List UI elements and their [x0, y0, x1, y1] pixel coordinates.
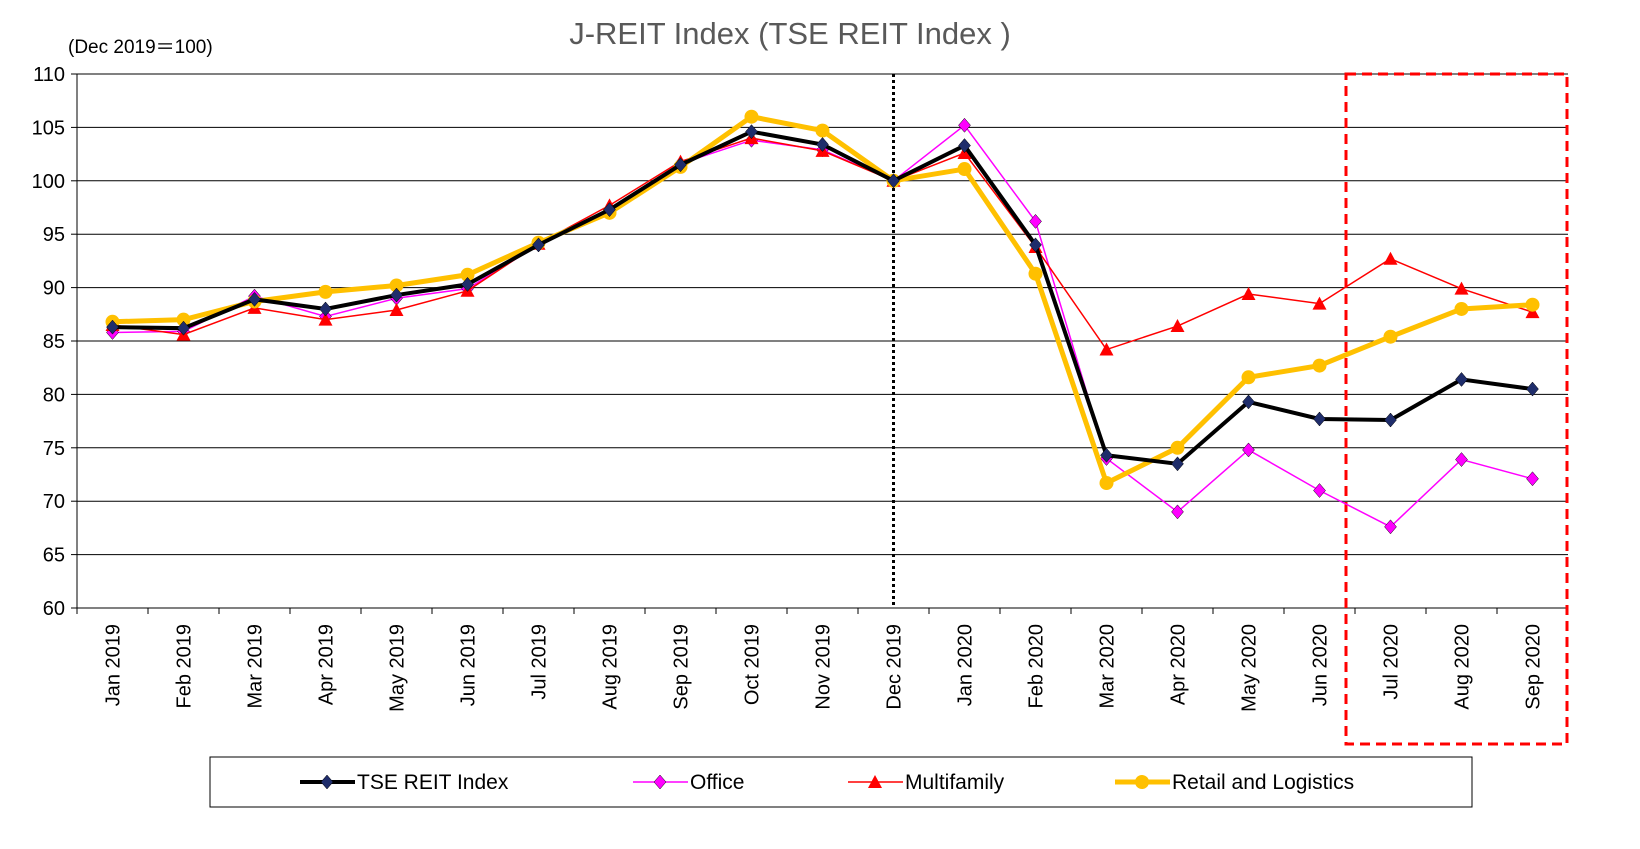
data-point [1312, 358, 1327, 373]
data-point [1029, 213, 1042, 229]
y-tick-label: 85 [43, 331, 65, 353]
data-point [318, 312, 333, 326]
x-tick-label: Aug 2020 [1452, 624, 1474, 710]
y-tick-label: 95 [43, 224, 65, 246]
data-point [1099, 342, 1114, 356]
data-point [1241, 370, 1256, 385]
data-point [1241, 287, 1256, 301]
data-point [1171, 504, 1184, 520]
series-line [112, 124, 1533, 528]
data-point [319, 301, 332, 317]
legend-marker [868, 775, 882, 788]
data-point [1384, 519, 1397, 535]
x-tick-label: Jan 2019 [103, 624, 125, 706]
data-point [1171, 456, 1184, 472]
y-tick-label: 70 [43, 491, 65, 513]
data-point [603, 202, 616, 218]
x-tick-label: Dec 2019 [884, 624, 906, 710]
data-point [389, 278, 404, 293]
data-point [1170, 319, 1185, 333]
x-tick-label: Mar 2020 [1097, 624, 1119, 709]
data-point [1526, 471, 1539, 487]
data-point [1455, 452, 1468, 467]
data-point [1455, 372, 1468, 387]
x-tick-label: Jun 2020 [1310, 624, 1332, 706]
y-tick-label: 80 [43, 384, 65, 406]
legend-marker [653, 774, 667, 790]
data-point [1170, 440, 1185, 455]
data-point [106, 319, 119, 335]
data-point [1383, 251, 1398, 265]
x-tick-label: Feb 2019 [174, 624, 196, 709]
data-point [1454, 301, 1469, 316]
data-point [958, 117, 971, 133]
y-axis-label: (Dec 2019＝100) [68, 37, 213, 58]
chart-title: J-REIT Index (TSE REIT Index ) [569, 16, 1011, 51]
x-tick-label: Aug 2019 [600, 624, 622, 710]
data-point [1313, 483, 1326, 498]
x-tick-label: Sep 2020 [1523, 624, 1545, 710]
data-point [1099, 476, 1114, 491]
x-tick-label: Jul 2020 [1381, 624, 1403, 700]
x-tick-label: Feb 2020 [1026, 624, 1048, 709]
data-point [745, 124, 758, 140]
data-point [460, 267, 475, 282]
data-point [816, 137, 829, 152]
x-tick-label: Apr 2020 [1168, 624, 1190, 705]
y-tick-label: 60 [43, 598, 65, 620]
data-point [957, 162, 972, 177]
y-tick-label: 90 [43, 278, 65, 300]
data-point [1028, 266, 1043, 281]
data-point [1526, 381, 1539, 397]
data-point [1383, 329, 1398, 344]
data-point [389, 303, 404, 317]
y-tick-label: 75 [43, 438, 65, 460]
data-point [1525, 297, 1540, 312]
data-point [1029, 237, 1042, 253]
data-point [1384, 412, 1397, 428]
x-tick-label: Jun 2019 [458, 624, 480, 706]
legend-label: Multifamily [905, 771, 1005, 794]
data-point [318, 284, 333, 299]
data-point [248, 291, 261, 307]
y-tick-label: 100 [32, 171, 65, 193]
data-point [177, 320, 190, 336]
data-point [1242, 394, 1255, 410]
data-point [887, 173, 900, 189]
data-point [1454, 281, 1469, 295]
x-tick-label: May 2019 [387, 624, 409, 712]
y-tick-label: 65 [43, 545, 65, 567]
data-point [1100, 447, 1113, 463]
data-point [1313, 411, 1326, 427]
legend-marker [320, 774, 334, 790]
data-point [1312, 296, 1327, 310]
x-tick-label: May 2020 [1239, 624, 1261, 712]
y-tick-label: 105 [32, 117, 65, 139]
x-tick-label: Sep 2019 [671, 624, 693, 710]
data-point [176, 312, 191, 327]
highlight-box [1344, 72, 1569, 746]
data-point [674, 157, 687, 173]
x-tick-label: Nov 2019 [813, 624, 835, 710]
data-point [390, 287, 403, 303]
data-point [461, 277, 474, 292]
legend-marker [1135, 775, 1149, 789]
y-tick-label: 110 [33, 64, 65, 86]
legend-label: TSE REIT Index [357, 771, 509, 794]
legend-box [209, 756, 1473, 808]
data-point [1242, 442, 1255, 458]
data-point [744, 109, 759, 124]
legend-label: Office [690, 771, 744, 794]
x-tick-label: Jul 2019 [529, 624, 551, 700]
x-tick-label: Mar 2019 [245, 624, 267, 709]
data-point [532, 237, 545, 253]
data-point [815, 123, 830, 138]
x-tick-label: Apr 2019 [316, 624, 338, 705]
x-tick-label: Jan 2020 [955, 624, 977, 706]
legend-label: Retail and Logistics [1172, 771, 1354, 794]
data-point [958, 138, 971, 153]
x-tick-label: Oct 2019 [742, 624, 764, 705]
